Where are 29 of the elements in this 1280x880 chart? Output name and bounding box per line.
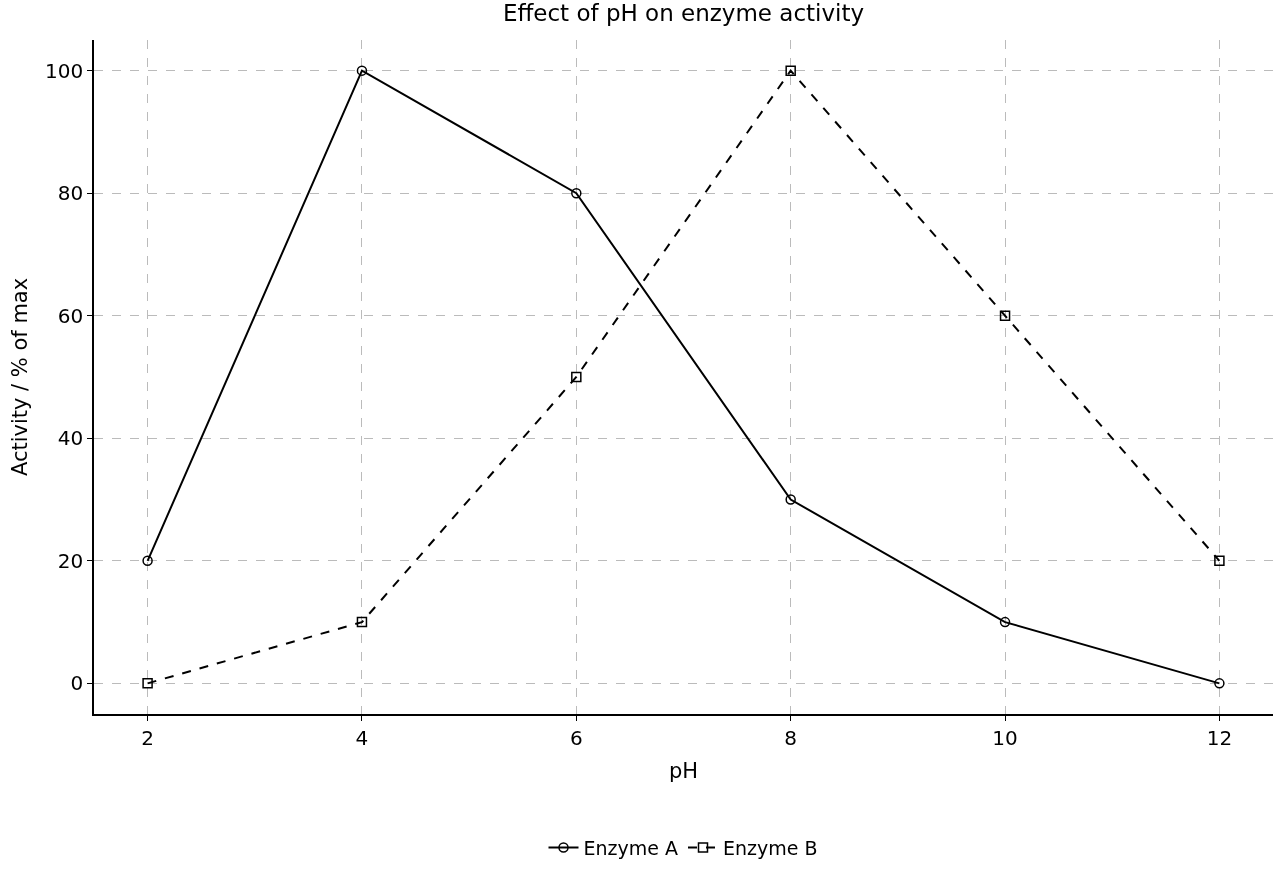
x-tick-label: 10 [992, 725, 1018, 750]
y-tick-label: 0 [70, 671, 84, 696]
point [356, 616, 368, 628]
point [1214, 678, 1225, 689]
point [571, 371, 582, 383]
point [785, 65, 796, 76]
point [356, 65, 368, 76]
point [1214, 555, 1225, 567]
x-axis-title: pH [668, 759, 699, 784]
x-tick-label: 2 [141, 725, 154, 750]
y-tick-label: 80 [57, 181, 84, 206]
y-tick-label: 100 [45, 58, 84, 83]
point [142, 678, 153, 689]
point [999, 310, 1011, 321]
point [999, 616, 1011, 628]
point [785, 494, 796, 505]
x-tick-label: 4 [355, 725, 369, 750]
legend-label: Enzyme A [583, 836, 678, 859]
legend-label: Enzyme B [723, 836, 818, 859]
y-tick-label: 20 [57, 548, 84, 573]
point [142, 555, 153, 567]
x-tick-label: 12 [1206, 725, 1233, 750]
y-tick-label: 40 [57, 426, 84, 451]
x-tick-label: 8 [784, 725, 798, 750]
y-tick-label: 60 [57, 303, 84, 328]
point [571, 187, 582, 199]
y-axis-title: Activity / % of max [7, 277, 32, 477]
chart-title: Effect of pH on enzyme activity [502, 0, 865, 26]
x-tick-label: 6 [569, 725, 583, 750]
